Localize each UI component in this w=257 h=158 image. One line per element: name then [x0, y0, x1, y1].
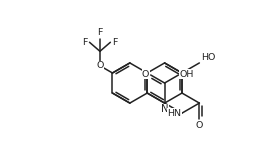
Text: O: O — [96, 61, 104, 70]
Text: F: F — [112, 37, 117, 46]
Text: N: N — [161, 104, 168, 114]
Text: HO: HO — [201, 53, 215, 62]
Text: OH: OH — [180, 70, 194, 79]
Text: O: O — [196, 121, 203, 130]
Text: F: F — [97, 28, 103, 37]
Text: HN: HN — [167, 109, 181, 118]
Text: F: F — [82, 37, 88, 46]
Text: O: O — [142, 70, 149, 79]
